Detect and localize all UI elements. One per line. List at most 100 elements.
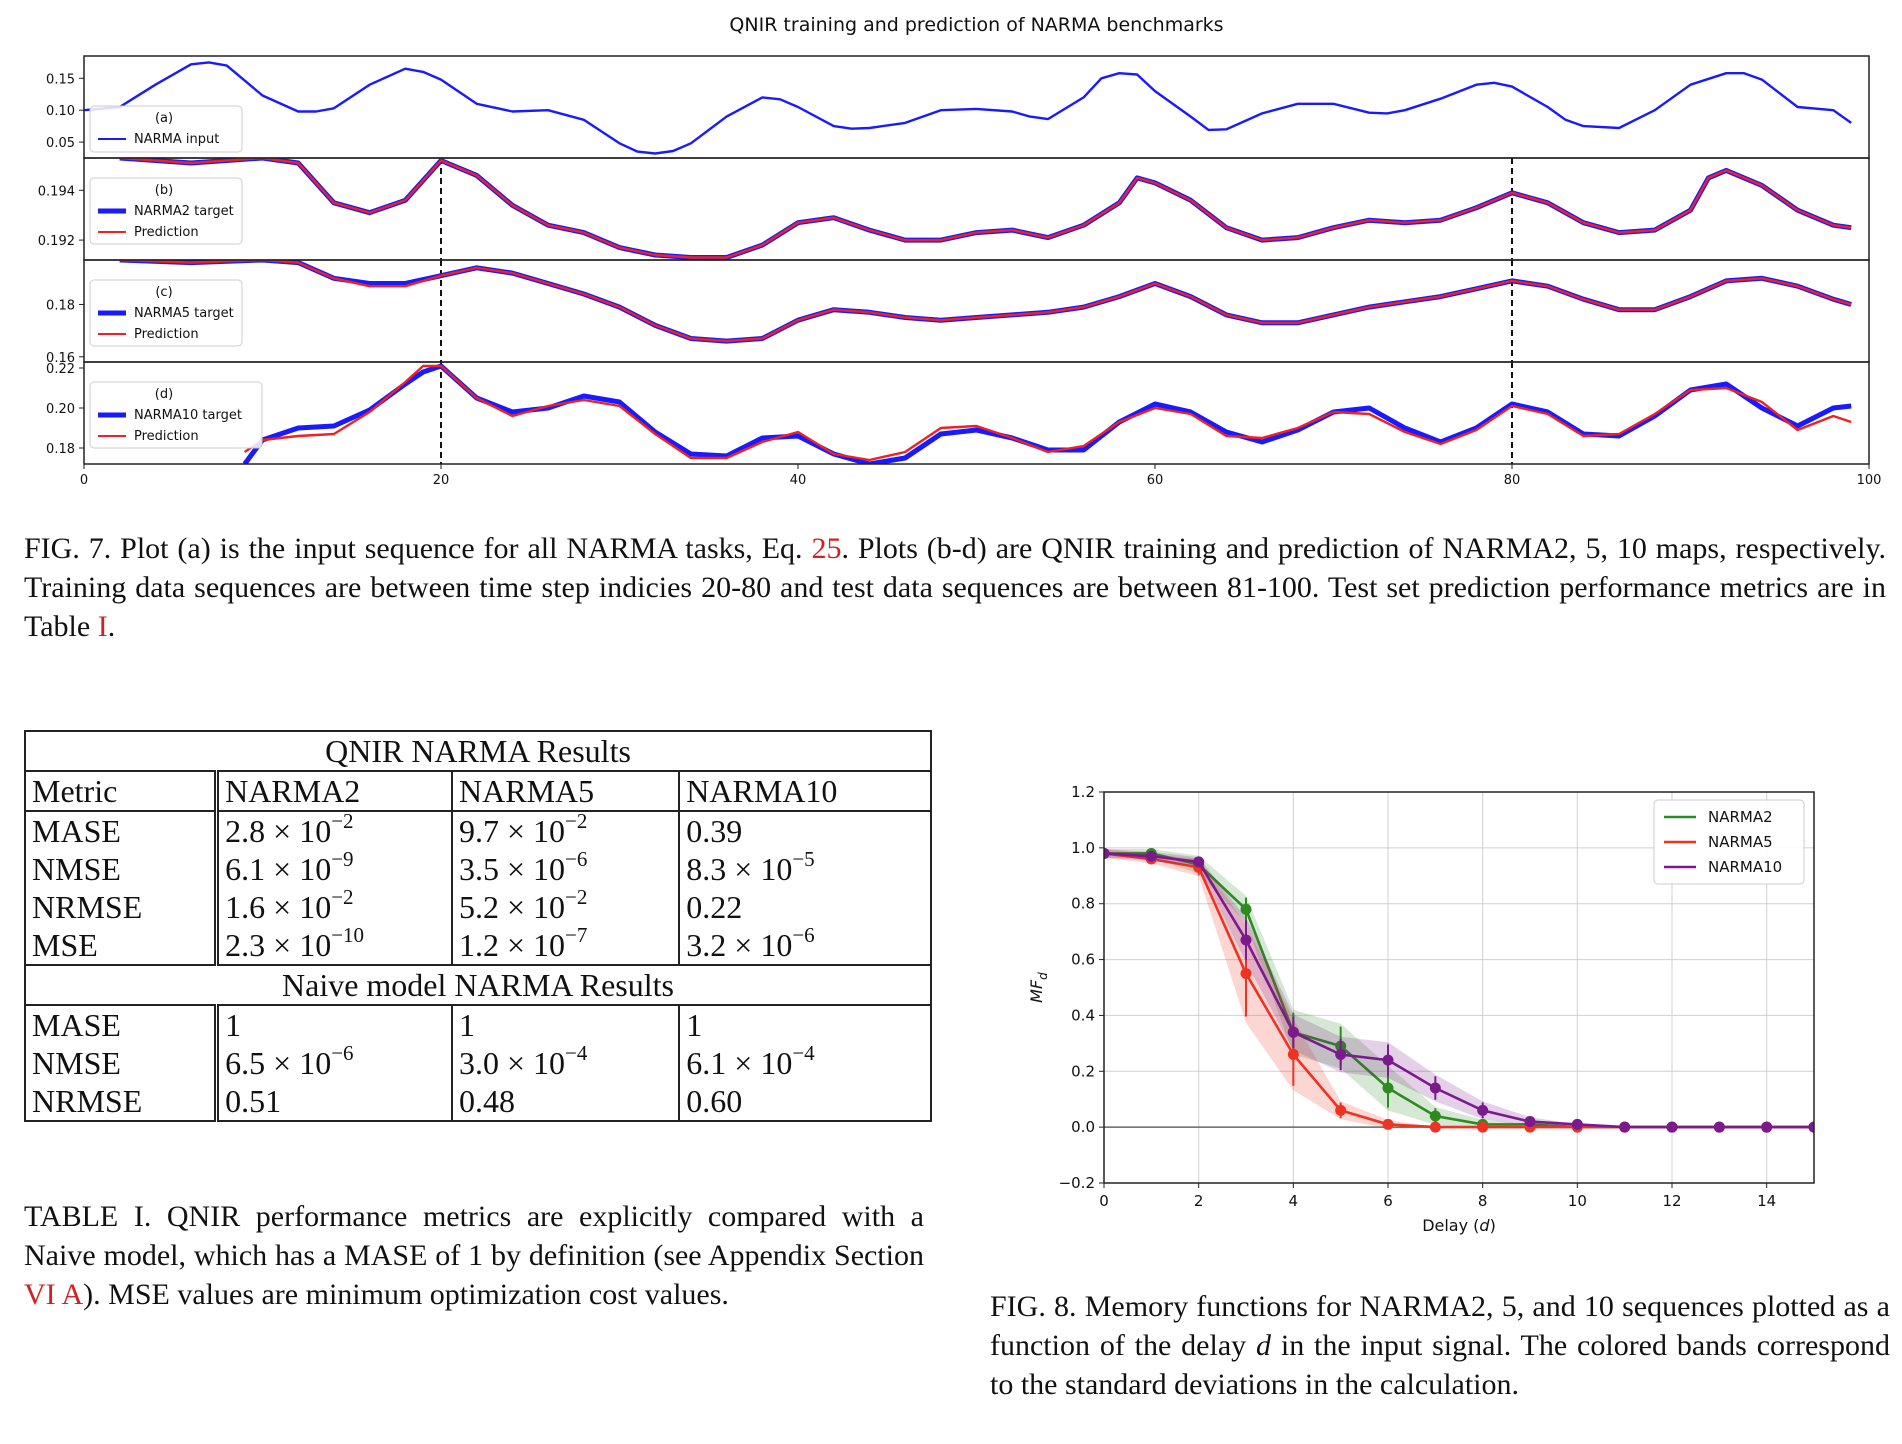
table1-caption: TABLE I. QNIR performance metrics are ex… [24,1197,924,1314]
y-tick-label: 0.18 [46,298,75,313]
series-group [84,61,1852,155]
data-point [1761,1121,1773,1133]
data-point [1335,1104,1347,1116]
legend-entry: NARMA5 target [134,306,234,321]
value-cell: 6.1 × 10−4 [686,1041,815,1082]
series-line-a-0 [84,61,1852,155]
y-tick-label: 0.0 [1071,1118,1095,1136]
series-group [1104,847,1814,1133]
data-point [1713,1121,1725,1133]
table-row: NRMSE 0.51 0.48 0.60 [25,1082,931,1121]
data-point [1571,1118,1583,1130]
table-ref-link[interactable]: I [97,610,108,643]
value-cell: 9.7 × 10−2 [452,811,681,850]
fig7-panel-d: 0.22 0.20 0.18 (d) NARMA10 target Prediction [46,361,1870,465]
y-tick-label: −0.2 [1059,1174,1095,1192]
fig7-panel-a: 0.15 0.10 0.05 (a) NARMA input [46,55,1870,159]
y-tick-label: 0.8 [1071,895,1095,913]
legend-entry: Prediction [134,327,199,342]
equation-ref-link[interactable]: 25 [811,532,842,565]
series-line-2 [1104,852,1814,1129]
legend-entry: Prediction [134,225,199,240]
column-header: Metric [25,771,220,812]
x-tick-label: 2 [1194,1192,1204,1210]
panel-frame [83,259,1870,363]
legend-entry: NARMA10 [1708,858,1782,876]
legend-entry: NARMA2 [1708,808,1773,826]
fig8-caption-text: FIG. 8. Memory functions for NARMA2, 5, … [990,1290,1890,1362]
value-cell: 0.39 [686,813,743,849]
fig7-panel-b: 0.194 0.192 (b) NARMA2 target Prediction [38,157,1870,261]
table-title-row: QNIR NARMA Results [25,731,931,772]
table-row: MSE 2.3 × 10−10 1.2 × 10−7 3.2 × 10−6 [25,925,931,966]
legend-entry: NARMA2 target [134,204,234,219]
data-point [1287,1049,1299,1061]
y-tick-label: 0.16 [46,351,75,366]
y-tick-label: 0.20 [46,402,75,417]
y-tick-label: 0.18 [46,442,75,457]
table1-caption-text-2: ). MSE values are minimum optimization c… [83,1278,729,1311]
metric-cell: NRMSE [25,1082,220,1121]
metric-cell: MSE [25,926,220,966]
fig8-caption-text-2: in the input signal. The colored bands c… [990,1329,1890,1401]
x-tick-label: 10 [1568,1192,1587,1210]
panel-label: (a) [155,111,173,126]
value-cell: 1.6 × 10−2 [216,887,454,926]
value-cell: 3.2 × 10−6 [679,925,931,966]
metric-cell: MASE [25,811,220,850]
value-cell: 1.2 × 10−7 [452,925,681,966]
x-tick-label: 20 [433,473,450,488]
panel-frame [83,361,1870,465]
fig7-title: QNIR training and prediction of NARMA be… [729,14,1223,36]
data-point [1619,1121,1631,1133]
value-cell: 3.5 × 10−6 [452,849,681,888]
series-line-d-0 [242,363,1852,464]
table-row: NMSE 6.1 × 10−9 3.5 × 10−6 8.3 × 10−5 [25,847,931,888]
fig7-panel-c: 0.18 0.16 (c) NARMA5 target Prediction [46,259,1870,366]
value-cell: 2.8 × 10−2 [216,811,454,850]
panel-frame [83,55,1870,159]
table-row: NMSE 6.5 × 10−6 3.0 × 10−4 6.1 × 10−4 [25,1041,931,1082]
panel-label: (d) [155,387,173,402]
x-tick-label: 80 [1504,473,1521,488]
legend-entry: Prediction [134,429,199,444]
value-cell: 8.3 × 10−5 [686,847,815,888]
y-axis-label: MFd [1027,972,1050,1003]
y-tick-label: 0.192 [38,234,75,249]
x-tick-label: 6 [1383,1192,1393,1210]
data-point [1382,1082,1394,1094]
fig7-caption-end: . [107,610,116,643]
series-group [119,260,1852,344]
y-tick-label: 0.4 [1071,1006,1095,1024]
x-tick-label: 40 [790,473,807,488]
table-row: MASE 1 1 1 [25,1005,931,1044]
value-cell: 1 [686,1007,703,1043]
data-point [1666,1121,1678,1133]
y-tick-label: 0.194 [38,184,75,199]
y-tick-label: 0.22 [46,362,75,377]
naive-title: Naive model NARMA Results [25,965,931,1006]
series-line-c-1 [119,260,1852,343]
data-point [1382,1054,1394,1066]
value-cell: 0.48 [452,1082,681,1121]
table1-caption-text: TABLE I. QNIR performance metrics are ex… [24,1200,924,1272]
data-point [1193,856,1205,868]
table-row: NRMSE 1.6 × 10−2 5.2 × 10−2 0.22 [25,887,931,926]
legend-box [89,177,243,245]
table-title: QNIR NARMA Results [25,731,931,772]
y-tick-label: 0.05 [46,136,75,151]
y-tick-label: 0.15 [46,72,75,87]
legend-entry: NARMA5 [1708,833,1773,851]
data-point [1335,1049,1347,1061]
data-point [1429,1110,1441,1122]
value-cell: 1 [216,1005,454,1044]
value-cell: 2.3 × 10−10 [216,925,454,966]
data-point [1477,1121,1489,1133]
value-cell: 5.2 × 10−2 [452,887,681,926]
appendix-ref-link[interactable]: VI A [24,1278,84,1311]
data-point [1104,847,1110,859]
fig7-caption: FIG. 7. Plot (a) is the input sequence f… [24,529,1886,646]
data-point [1477,1104,1489,1116]
data-point [1382,1118,1394,1130]
value-cell: 3.0 × 10−4 [452,1043,681,1082]
